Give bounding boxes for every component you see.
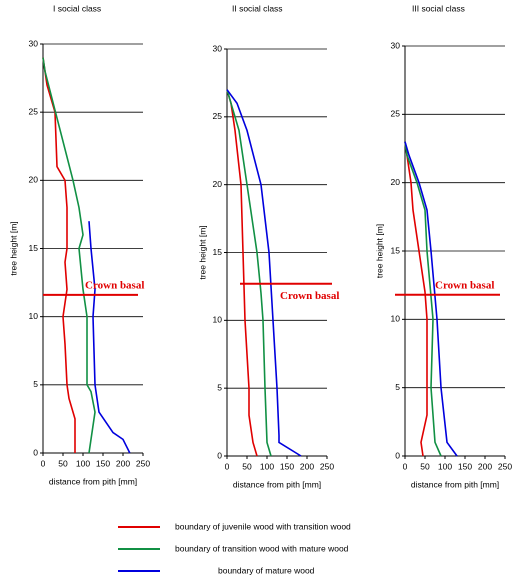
x-tick-label: 150 [280,461,294,471]
x-axis-label: distance from pith [mm] [411,479,499,489]
y-tick-label: 25 [213,111,223,121]
series-line [42,57,76,453]
y-tick-label: 10 [29,311,39,321]
legend-label: boundary of juvenile wood with transitio… [175,521,351,531]
y-tick-label: 0 [395,450,400,460]
y-tick-label: 10 [391,314,401,324]
x-tick-label: 200 [116,458,130,468]
annotation: Crown basal [280,290,339,302]
chart-title: III social class [412,3,465,13]
y-tick-label: 25 [29,106,39,116]
series-line [42,57,96,454]
y-tick-label: 15 [391,245,401,255]
y-tick-label: 5 [33,379,38,389]
y-tick-label: 30 [391,40,401,50]
series-line [404,141,458,457]
x-tick-label: 200 [300,461,314,471]
x-axis-label: distance from pith [mm] [49,476,137,486]
x-tick-label: 150 [458,461,472,471]
legend-label: boundary of mature wood [218,565,315,575]
subplot: II social class 0 5 10 15 20 25 30 0 50 100 150 200 2… [197,3,339,489]
x-tick-label: 150 [96,458,110,468]
y-tick-label: 20 [29,175,39,185]
x-tick-label: 250 [136,458,150,468]
legend-label: boundary of transition wood with mature … [175,543,349,553]
series-line [88,221,131,454]
y-tick-label: 15 [29,243,39,253]
y-axis-label: tree height [m] [197,225,207,279]
subplot: I social class 0 5 10 15 20 25 30 0 50 100 150 200 25… [8,3,150,486]
y-tick-label: 20 [391,177,401,187]
x-tick-label: 0 [403,461,408,471]
x-tick-label: 250 [498,461,512,471]
x-tick-label: 50 [58,458,68,468]
y-tick-label: 0 [33,447,38,457]
x-tick-label: 100 [76,458,90,468]
annotation: Crown basal [435,279,494,291]
chart-title: II social class [232,3,283,13]
x-tick-label: 250 [320,461,334,471]
x-tick-label: 0 [225,461,230,471]
series-line [226,89,272,457]
x-axis-label: distance from pith [mm] [233,479,321,489]
y-tick-label: 20 [213,179,223,189]
series-line [226,89,302,457]
x-tick-label: 50 [420,461,430,471]
y-tick-label: 30 [29,38,39,48]
annotation: Crown basal [85,279,144,291]
y-tick-label: 0 [217,450,222,460]
subplot: III social class 0 5 10 15 20 25 30 0 50 100 150 200… [374,3,512,489]
y-tick-label: 5 [395,382,400,392]
x-tick-label: 100 [438,461,452,471]
x-tick-label: 0 [41,458,46,468]
x-tick-label: 50 [242,461,252,471]
series-line [404,141,442,457]
y-tick-label: 10 [213,315,223,325]
y-tick-label: 15 [213,247,223,257]
x-tick-label: 200 [478,461,492,471]
y-axis-label: tree height [m] [374,224,384,278]
x-tick-label: 100 [260,461,274,471]
y-tick-label: 25 [391,109,401,119]
y-tick-label: 30 [213,43,223,53]
y-tick-label: 5 [217,382,222,392]
legend: boundary of juvenile wood with transitio… [118,521,351,575]
y-axis-label: tree height [m] [8,221,18,275]
series-line [404,141,428,457]
series-line [226,89,258,457]
chart-title: I social class [53,3,101,13]
